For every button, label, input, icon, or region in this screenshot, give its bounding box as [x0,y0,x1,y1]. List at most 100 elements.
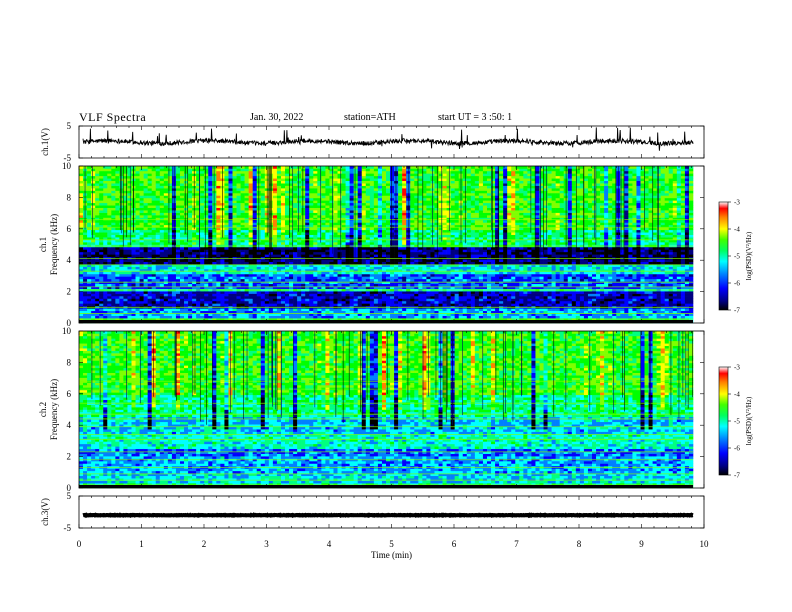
spectrogram-cell [103,183,108,186]
spectrogram-cell [228,315,233,319]
spectrogram-cell [143,254,148,258]
spectrogram-cell [381,227,387,231]
spectrogram-cell [196,273,201,277]
spectrogram-cell [232,296,237,299]
spectrogram-cell [163,192,169,196]
spectrogram-cell [272,195,278,199]
spectrogram-cell [369,217,375,221]
spectrogram-cell [91,249,96,253]
spectrogram-cell [353,180,359,184]
spectrogram-cell [377,166,383,169]
spectrogram-cell [139,303,144,307]
spectrogram-cell [268,286,274,289]
spectrogram-cell [341,180,346,184]
spectrogram-cell [135,180,140,184]
spectrogram-cell [317,178,322,182]
spectrogram-cell [87,234,92,238]
spectrogram-cell [365,210,371,213]
spectrogram-cell [99,227,104,231]
spectrogram-cell [256,308,262,312]
spectrogram-cell [159,227,165,231]
spectrogram-cell [345,313,350,316]
spectrogram-cell [309,178,314,182]
spectrogram-cell [377,212,383,216]
spectrogram-cell [143,264,148,267]
spectrogram-cell [184,200,189,204]
spectrogram-cell [333,261,338,265]
spectrogram-cell [329,303,334,307]
spectrogram-cell [381,246,387,250]
spectrogram-cell [224,293,229,297]
spectrogram-cell [353,283,359,287]
spectrogram-cell [333,300,338,304]
spectrogram-cell [268,180,274,184]
spectrogram-cell [252,205,258,208]
spectrogram-cell [228,217,233,221]
spectrogram-cell [127,296,132,299]
spectrogram-cell [236,224,241,228]
spectrogram-cell [248,256,253,260]
spectrogram-cell [212,264,217,267]
spectrogram-cell [252,261,258,265]
spectrogram-cell [329,202,334,206]
spectrogram-cell [163,256,169,260]
spectrogram-cell [272,180,278,184]
spectrogram-cell [139,300,144,304]
spectrogram-cell [373,313,379,316]
spectrogram-cell [285,293,290,297]
spectrogram-cell [321,227,326,231]
spectrogram-cell [216,269,221,272]
spectrogram-cell [196,188,201,191]
spectrogram-cell [123,185,128,189]
spectrogram-cell [256,278,262,282]
spectrogram-cell [353,210,359,213]
spectrogram-cell [272,271,278,275]
spectrogram-cell [228,271,233,275]
spectrogram-cell [232,286,237,289]
spectrogram-cell [103,188,108,191]
spectrogram-cell [151,219,157,223]
spectrogram-cell [139,264,144,267]
spectrogram-cell [192,291,197,294]
spectrogram-cell [244,168,249,172]
spectrogram-cell [127,237,132,240]
spectrogram-cell [212,188,217,191]
spectrogram-cell [232,315,237,319]
spectrogram-cell [280,192,286,196]
spectrogram-cell [373,200,379,204]
spectrogram-cell [248,303,253,307]
spectrogram-cell [224,283,229,287]
spectrogram-cell [184,195,189,199]
spectrogram-cell [305,234,310,238]
spectrogram-cell [313,261,318,265]
spectrogram-cell [212,293,217,297]
spectrogram-cell [268,183,274,186]
spectrogram-cell [115,183,120,186]
spectrogram-cell [200,246,205,250]
spectrogram-cell [95,296,100,299]
spectrogram-cell [179,190,185,194]
spectrogram-cell [220,259,225,262]
spectrogram-cell [289,205,294,208]
spectrogram-cell [167,266,173,270]
spectrogram-cell [373,281,379,285]
spectrogram-cell [147,190,153,194]
spectrogram-cell [268,261,274,265]
spectrogram-cell [200,283,205,287]
spectrogram-cell [333,303,338,307]
spectrogram-cell [309,170,314,174]
spectrogram-cell [317,296,322,299]
spectrogram-cell [369,197,375,201]
spectrogram-cell [208,234,213,238]
spectrogram-cell [236,271,241,275]
spectrogram-cell [212,278,217,282]
spectrogram-cell [139,298,144,302]
spectrogram-cell [131,264,136,267]
spectrogram-cell [337,281,342,285]
spectrogram-cell [369,200,375,204]
spectrogram-cell [179,303,185,307]
spectrogram-cell [127,303,132,307]
spectrogram-cell [309,242,314,245]
spectrogram-cell [280,168,286,172]
spectrogram-cell [240,303,245,307]
